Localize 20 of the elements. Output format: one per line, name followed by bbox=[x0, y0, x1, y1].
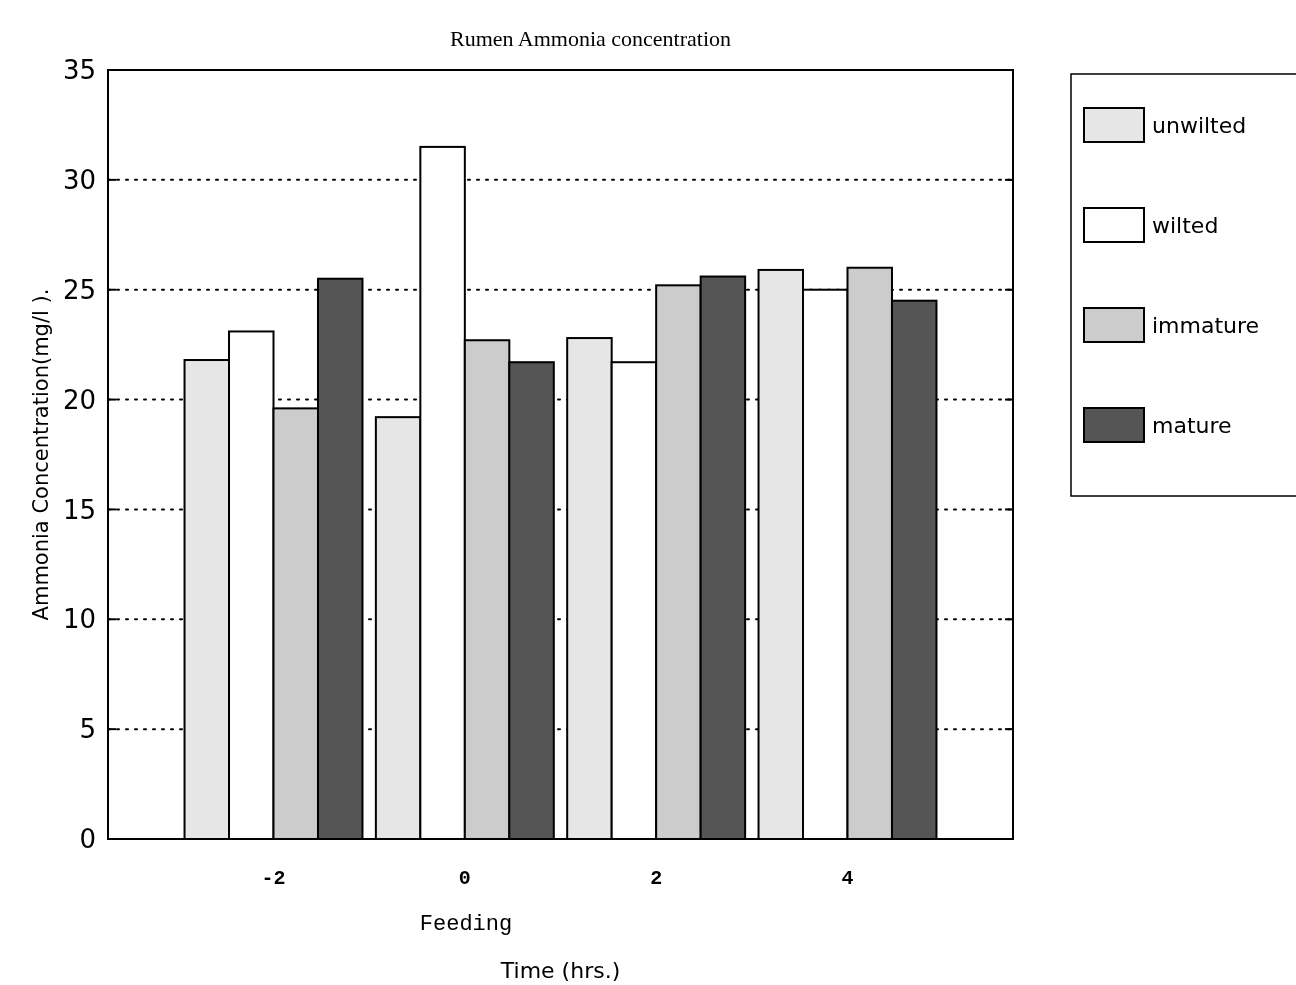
x-tick-label: -2 bbox=[261, 867, 286, 890]
x-axis-title: Time (hrs.) bbox=[499, 958, 621, 983]
y-tick-label: 20 bbox=[62, 384, 96, 415]
chart-title: Rumen Ammonia concentration bbox=[449, 26, 732, 51]
y-tick-label: 5 bbox=[79, 714, 96, 745]
legend-label: mature bbox=[1152, 412, 1232, 438]
y-tick-label: 15 bbox=[62, 494, 96, 525]
y-tick-label: 25 bbox=[62, 274, 96, 305]
legend-label: immature bbox=[1152, 312, 1260, 338]
x-tick-label: 2 bbox=[650, 867, 663, 890]
x-tick-label: 0 bbox=[458, 867, 471, 890]
y-axis-title: Ammonia Concentration(mg/l ). bbox=[29, 288, 53, 621]
y-tick-label: 10 bbox=[62, 604, 96, 635]
y-tick-label: 30 bbox=[62, 164, 96, 195]
y-tick-label: 35 bbox=[62, 55, 96, 86]
legend-label: unwilted bbox=[1152, 112, 1247, 138]
x-tick-label: 4 bbox=[841, 867, 854, 890]
y-tick-label: 0 bbox=[79, 824, 96, 855]
legend-label: wilted bbox=[1152, 212, 1219, 238]
text: Feeding bbox=[419, 912, 513, 937]
